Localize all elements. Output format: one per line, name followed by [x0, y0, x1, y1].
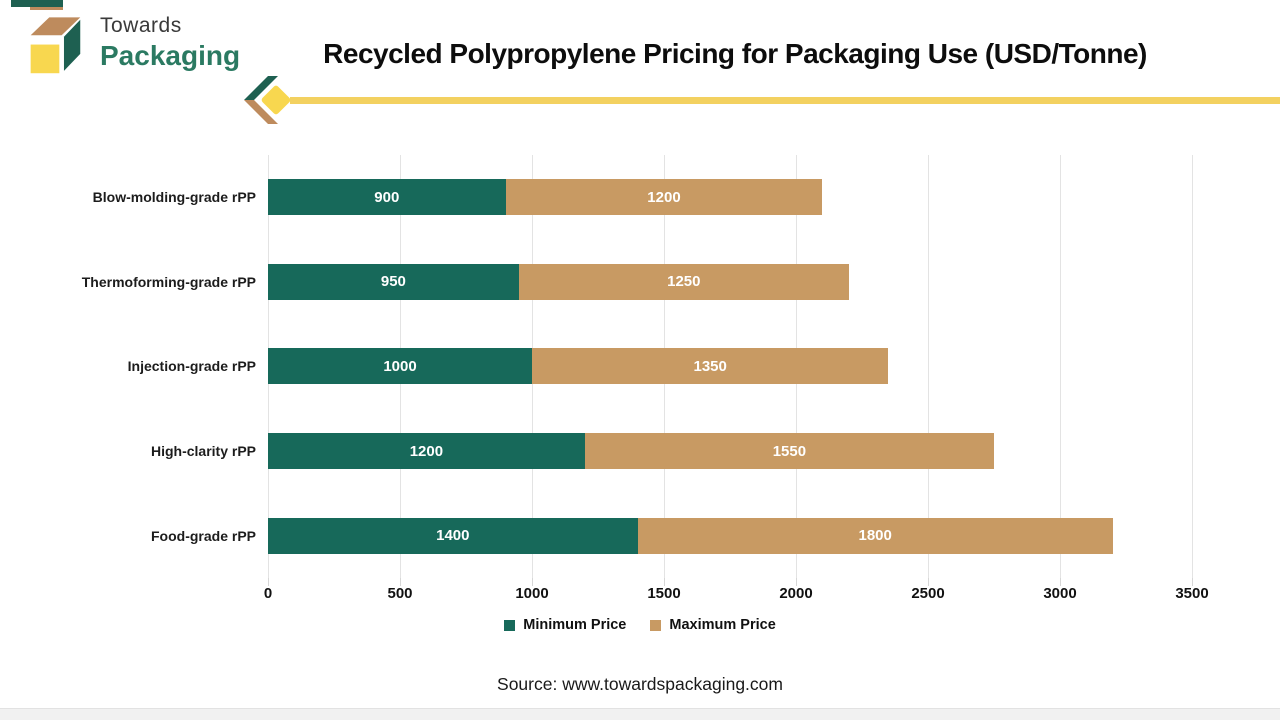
x-axis-label-2500: 2500 [911, 585, 945, 602]
legend-swatch [504, 619, 516, 631]
bar-segment-maximum-price: 1200 [505, 179, 823, 216]
corner-decoration-green [11, 0, 63, 7]
bar-segment-minimum-price: 950 [268, 263, 519, 300]
category-label: Food-grade rPP [150, 527, 256, 544]
stacked-bar: 1200 1550 [268, 433, 994, 470]
axis-tick-1000 [532, 578, 533, 586]
bar-segment-minimum-price: 1200 [268, 433, 585, 470]
axis-tick-0 [268, 578, 269, 586]
category-label: Thermoforming-grade rPP [81, 273, 256, 290]
stacked-bar: 1000 1350 [268, 348, 889, 385]
header-rule-arrow-icon [244, 76, 291, 124]
logo-text: Towards Packaging [100, 14, 240, 72]
x-axis-label-1500: 1500 [647, 585, 681, 602]
category-label: High-clarity rPP [150, 443, 256, 460]
axis-tick-1500 [664, 578, 665, 586]
category-label: Injection-grade rPP [127, 358, 256, 375]
stacked-bar: 900 1200 [268, 179, 823, 216]
bar-segment-maximum-price: 1250 [518, 263, 849, 300]
x-axis-label-3500: 3500 [1175, 585, 1209, 602]
towards-packaging-logo: Towards Packaging [26, 12, 240, 74]
bar-chart-plot-area: 0 500 1000 1500 2000 2500 3000 3500 Blow-molding… [82, 155, 1209, 602]
axis-tick-3500 [1192, 578, 1193, 586]
gridline-2500 [928, 155, 929, 578]
legend-item: Maximum Price [650, 617, 776, 633]
logo-cube-icon [30, 17, 81, 74]
legend-label: Minimum Price [523, 617, 627, 633]
x-axis-label-2000: 2000 [779, 585, 813, 602]
legend-swatch [650, 619, 662, 631]
corner-decoration-tan [30, 7, 63, 10]
category-label: Blow-molding-grade rPP [92, 189, 256, 206]
chart-title: Recycled Polypropylene Pricing for Packa… [323, 38, 1147, 69]
bottom-strip [0, 708, 1280, 720]
bar-segment-maximum-price: 1550 [584, 433, 994, 470]
bar-row: Food-grade rPP 1400 1800 [151, 493, 1192, 578]
bar-segment-maximum-price: 1800 [637, 517, 1113, 554]
axis-tick-3000 [1060, 578, 1061, 586]
source-text: Source: www.towardspackaging.com [497, 674, 783, 694]
stacked-bar: 950 1250 [268, 263, 849, 300]
logo-line2: Packaging [100, 40, 241, 71]
bar-segment-maximum-price: 1350 [532, 348, 889, 385]
gridline-3500 [1192, 155, 1193, 578]
bar-row: Injection-grade rPP 1000 1350 [128, 324, 1192, 409]
legend-item: Minimum Price [504, 617, 626, 633]
bar-segment-minimum-price: 900 [268, 179, 506, 216]
stacked-bar: 1400 1800 [268, 517, 1113, 554]
bar-row: Thermoforming-grade rPP 950 1250 [82, 240, 1192, 325]
bar-row: Blow-molding-grade rPP 900 1200 [93, 155, 1192, 240]
chart-legend: Minimum Price Maximum Price [0, 617, 1280, 633]
gridline-3000 [1060, 155, 1061, 578]
logo-line1: Towards [100, 14, 182, 37]
x-axis-label-1000: 1000 [515, 585, 549, 602]
x-axis-label-3000: 3000 [1043, 585, 1077, 602]
legend-label: Maximum Price [669, 617, 776, 633]
header-rule-line [290, 97, 1280, 104]
bar-segment-minimum-price: 1400 [268, 517, 638, 554]
axis-tick-2000 [796, 578, 797, 586]
bar-row: High-clarity rPP 1200 1550 [151, 409, 1192, 494]
bar-segment-minimum-price: 1000 [268, 348, 532, 385]
x-axis-label-500: 500 [387, 585, 413, 602]
axis-tick-500 [400, 578, 401, 586]
axis-tick-2500 [928, 578, 929, 586]
x-axis-label-0: 0 [263, 585, 273, 602]
